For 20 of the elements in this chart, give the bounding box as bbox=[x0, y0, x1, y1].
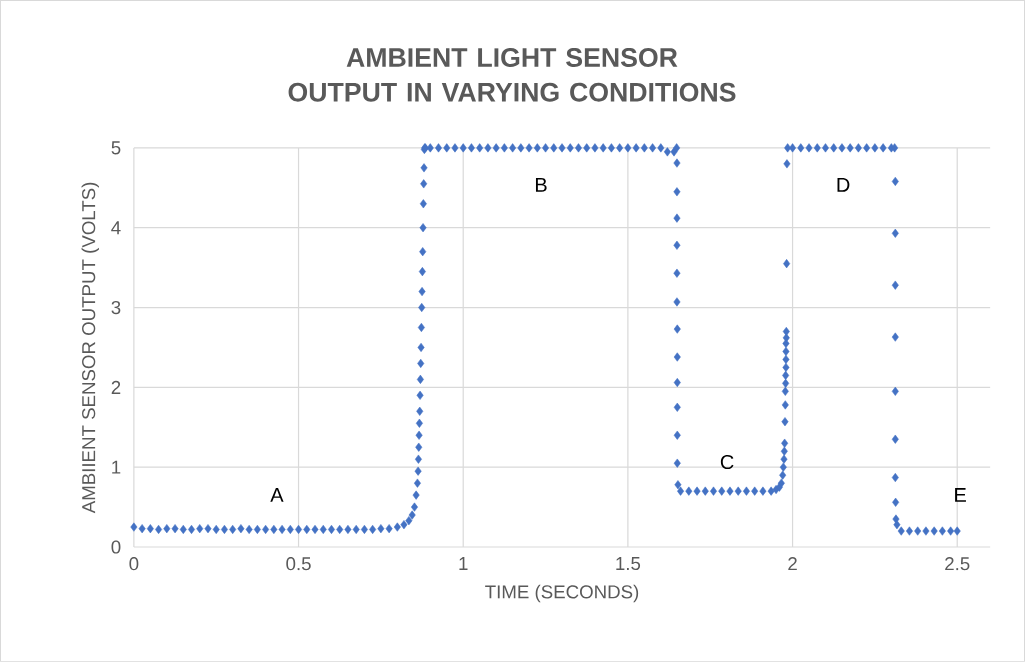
x-tick-label: 2.5 bbox=[945, 557, 970, 571]
annotation: B bbox=[535, 178, 547, 192]
annotation: E bbox=[955, 488, 966, 502]
y-tick-label: 3 bbox=[111, 300, 121, 315]
x-tick-label: 0 bbox=[129, 557, 139, 571]
annotation: D bbox=[837, 178, 850, 192]
y-tick-label: 5 bbox=[111, 141, 121, 155]
x-tick-label: 0.5 bbox=[286, 557, 311, 571]
y-tick-label: 0 bbox=[111, 540, 121, 554]
x-axis-title: TIME (SECONDS) bbox=[485, 584, 639, 603]
x-tick-label: 2 bbox=[788, 557, 797, 571]
annotation: A bbox=[270, 488, 284, 502]
x-tick-label: 1 bbox=[459, 557, 468, 570]
annotation: C bbox=[720, 454, 734, 470]
x-tick-label: 1.5 bbox=[616, 557, 641, 571]
y-tick-label: 1 bbox=[112, 460, 121, 474]
y-axis-title: AMBIIENT SENSOR OUTPUT (VOLTS) bbox=[81, 182, 99, 514]
y-tick-label: 4 bbox=[111, 221, 121, 235]
chart-title: AMBIENT LIGHT SENSOR OUTPUT IN VARYING CONDITIONS bbox=[288, 48, 736, 102]
y-tick-label: 2 bbox=[111, 380, 121, 394]
